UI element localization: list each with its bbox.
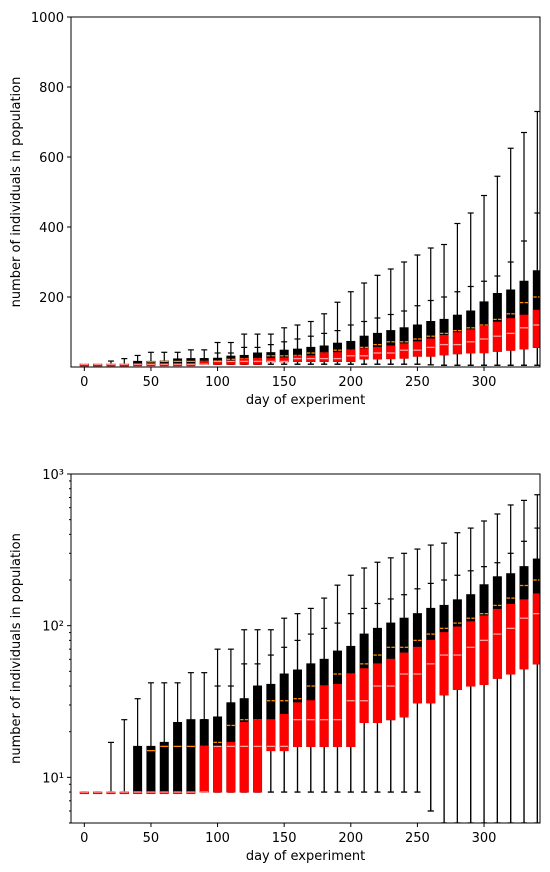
box — [266, 719, 276, 752]
linear-boxplot-panel: 0 50 100 150 200 250 300 200 400 600 800 1000 day of… — [9, 11, 541, 408]
box — [426, 639, 436, 704]
box — [466, 621, 476, 687]
plot-area — [79, 110, 540, 367]
box — [159, 741, 169, 793]
x-tick-label: 0 — [80, 831, 88, 846]
x-tick-label: 150 — [272, 831, 297, 846]
box — [279, 713, 289, 752]
box — [319, 352, 329, 362]
x-tick-label: 100 — [205, 831, 230, 846]
box — [479, 615, 489, 685]
box — [399, 343, 409, 359]
box — [359, 348, 369, 360]
x-tick-label: 100 — [205, 375, 230, 390]
box — [519, 599, 529, 670]
series-0 — [79, 110, 540, 367]
log-boxplot-panel: 0 50 100 150 200 250 300 10¹ 10² 10³ day of experi… — [9, 468, 541, 864]
x-tick-label: 50 — [143, 831, 160, 846]
box — [492, 608, 502, 679]
box — [239, 721, 249, 793]
box — [412, 646, 422, 704]
box — [452, 626, 462, 690]
y-tick-label: 400 — [39, 221, 64, 236]
box — [346, 673, 356, 747]
x-tick-label: 300 — [472, 375, 497, 390]
x-tick-label: 250 — [405, 831, 430, 846]
box — [506, 603, 516, 675]
box — [372, 663, 382, 723]
x-axis-label: day of experiment — [246, 849, 365, 864]
y-tick-label: 1000 — [31, 11, 64, 26]
box — [306, 700, 316, 747]
box — [439, 632, 449, 696]
box — [199, 745, 209, 793]
x-axis-label: day of experiment — [246, 393, 365, 408]
box — [133, 745, 143, 793]
x-tick-label: 300 — [472, 831, 497, 846]
box — [532, 309, 540, 348]
box — [253, 719, 263, 793]
box — [213, 745, 223, 793]
y-tick-label: 200 — [39, 291, 64, 306]
y-axis-label: number of individuals in population — [9, 77, 24, 308]
box — [173, 721, 183, 793]
y-axis-label: number of individuals in population — [9, 533, 24, 764]
series-1 — [79, 212, 540, 367]
box — [452, 332, 462, 355]
y-tick-label: 800 — [39, 81, 64, 96]
x-tick-label: 0 — [80, 375, 88, 390]
box — [319, 685, 329, 747]
y-tick-label: 10¹ — [42, 771, 64, 786]
box — [532, 593, 540, 665]
x-tick-label: 200 — [338, 831, 363, 846]
box — [519, 314, 529, 350]
axes-frame — [70, 473, 541, 824]
box — [293, 702, 303, 747]
x-tick-label: 150 — [272, 375, 297, 390]
y-tick-label: 10³ — [42, 468, 64, 483]
box — [186, 719, 196, 793]
y-tick-label: 10² — [42, 620, 64, 635]
plot-area — [79, 494, 540, 823]
box — [386, 658, 396, 721]
box — [226, 741, 236, 793]
box — [399, 652, 409, 718]
x-tick-label: 250 — [405, 375, 430, 390]
box — [332, 683, 342, 747]
box — [386, 345, 396, 360]
series-1 — [79, 527, 540, 823]
x-tick-label: 50 — [143, 375, 160, 390]
box — [146, 745, 156, 793]
axes-frame — [70, 16, 541, 368]
box — [359, 668, 369, 723]
x-tick-label: 200 — [338, 375, 363, 390]
box — [506, 318, 516, 351]
y-tick-label: 600 — [39, 151, 64, 166]
box — [412, 341, 422, 357]
box — [332, 352, 342, 362]
